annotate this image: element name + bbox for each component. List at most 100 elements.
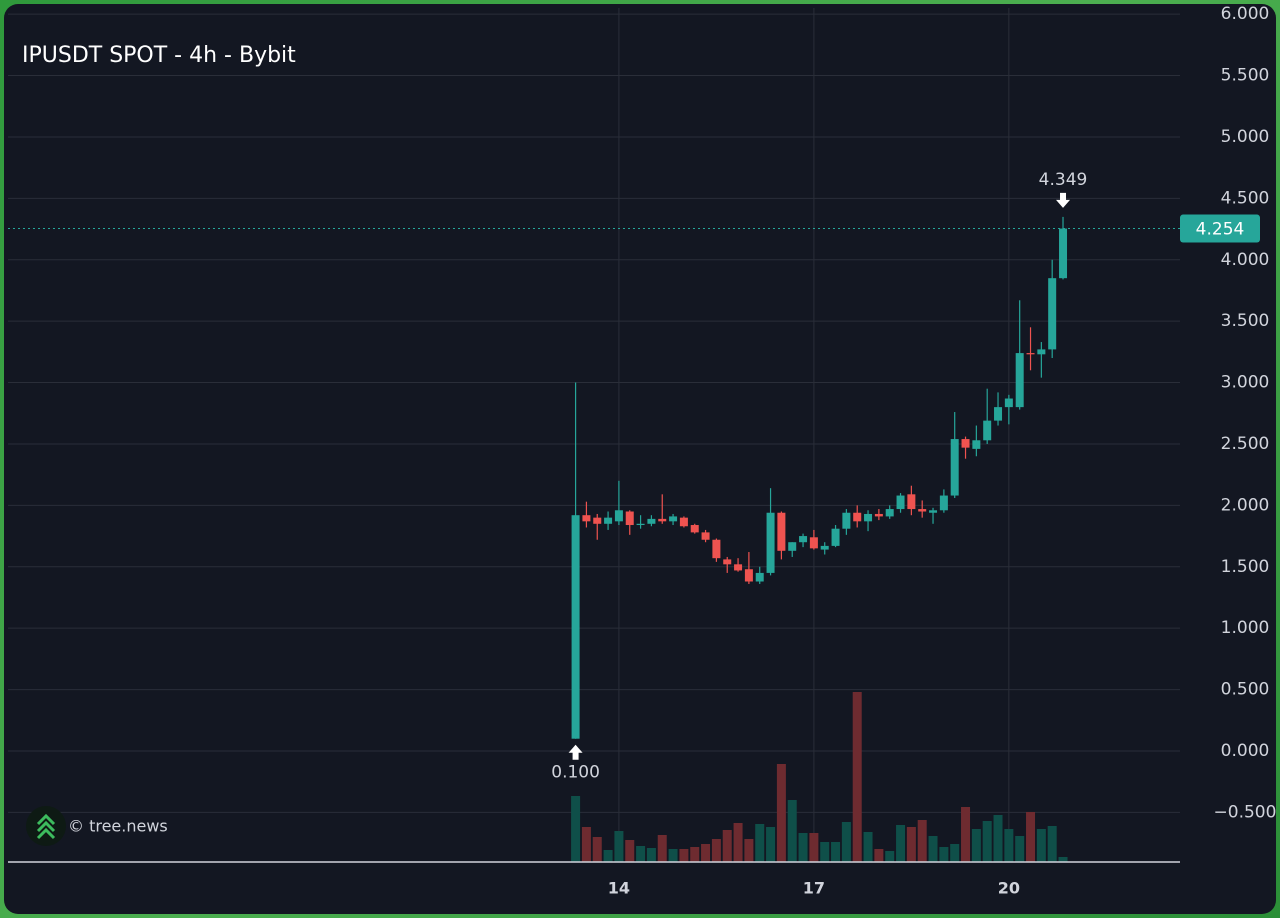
volume-bar: [603, 850, 613, 862]
volume-bar: [993, 815, 1003, 862]
volume-bar: [581, 827, 591, 862]
candle-body: [712, 539, 721, 559]
y-tick-label: 2.500: [1221, 434, 1270, 454]
candle-body: [636, 523, 645, 526]
volume-bar: [766, 827, 776, 862]
candle-body: [885, 509, 894, 517]
candle-body: [799, 536, 808, 543]
candle-body: [625, 511, 634, 526]
volume-bar: [863, 832, 873, 862]
volume-bar: [852, 692, 862, 862]
candle-body: [918, 509, 927, 512]
candle-body: [939, 495, 948, 511]
high-label: 4.349: [1039, 170, 1088, 190]
candle-body: [961, 439, 970, 448]
volume-bar: [906, 827, 916, 862]
candle-body: [950, 439, 959, 496]
candle-body: [983, 420, 992, 441]
candle-body: [820, 545, 829, 550]
candle-body: [896, 495, 905, 510]
candle-body: [874, 513, 883, 517]
volume-bar: [1036, 829, 1046, 862]
volume-bar: [1015, 836, 1025, 862]
y-tick-label: 5.500: [1221, 66, 1270, 86]
candle-body: [679, 517, 688, 527]
candle-body: [929, 510, 938, 513]
volume-bar: [885, 851, 895, 862]
candle-body: [734, 564, 743, 571]
volume-bar: [928, 836, 938, 862]
candle-body: [1004, 398, 1013, 408]
candle-body: [701, 532, 710, 540]
volume-bar: [592, 837, 602, 862]
low-arrow: [568, 744, 583, 760]
volume-bar: [690, 847, 700, 862]
candle-body: [994, 407, 1003, 421]
volume-bar: [657, 835, 667, 862]
volume-bar: [787, 800, 797, 862]
volume-bar: [776, 764, 786, 862]
volume-bar: [744, 839, 754, 862]
candle-body: [647, 518, 656, 524]
candle-body: [755, 572, 764, 582]
volume-bar: [961, 807, 971, 862]
y-tick-label: −0.500: [1214, 802, 1277, 822]
candle-body: [842, 512, 851, 529]
volume-bar: [917, 820, 927, 862]
y-tick-label: 2.000: [1221, 495, 1270, 515]
y-tick-label: 5.000: [1221, 127, 1270, 147]
panel: [4, 4, 1276, 914]
candle-body: [658, 518, 667, 522]
volume-bar: [982, 821, 992, 862]
candle-body: [604, 517, 613, 524]
volume-bar: [733, 823, 743, 862]
volume-bar: [831, 842, 841, 862]
volume-bar: [679, 849, 689, 862]
candles: [571, 216, 1068, 739]
candle-body: [809, 537, 818, 549]
y-tick-label: 0.500: [1221, 680, 1270, 700]
candle-body: [853, 512, 862, 522]
candle-body: [593, 517, 602, 524]
volume-bar: [809, 833, 819, 862]
y-tick-label: 1.000: [1221, 618, 1270, 638]
volume-bar: [614, 831, 624, 862]
volume-bar: [755, 824, 765, 862]
y-tick-label: 3.000: [1221, 373, 1270, 393]
x-tick-label: 17: [803, 879, 825, 898]
y-tick-label: 3.500: [1221, 311, 1270, 331]
grid: [8, 8, 1180, 862]
volume-bar: [896, 825, 906, 862]
candle-body: [571, 515, 580, 739]
watermark: © tree.news: [68, 817, 168, 836]
volume-bar: [798, 833, 808, 862]
candle-body: [766, 512, 775, 573]
volume-bar: [1004, 829, 1014, 862]
candle-body: [1048, 278, 1057, 350]
volume-bar: [625, 840, 635, 862]
y-tick-label: 4.500: [1221, 188, 1270, 208]
candle-body: [614, 510, 623, 522]
last-price-badge: [1180, 214, 1260, 243]
candle-body: [788, 542, 797, 551]
candle-body: [1026, 353, 1035, 355]
volume-bar: [971, 829, 981, 862]
candle-body: [972, 440, 981, 449]
volume-bar: [722, 830, 732, 862]
high-arrow: [1056, 192, 1071, 208]
logo: [26, 806, 66, 846]
volume-bar: [571, 796, 581, 862]
volume-bar: [668, 849, 678, 862]
candle-body: [1059, 228, 1068, 279]
volume-bar: [939, 847, 949, 862]
volume: [571, 692, 1068, 862]
candle-body: [777, 512, 786, 551]
volume-bar: [1026, 812, 1036, 862]
candle-body: [864, 513, 873, 522]
x-tick-label: 14: [608, 879, 630, 898]
candle-body: [582, 515, 591, 522]
volume-bar: [950, 844, 960, 862]
volume-bar: [1058, 857, 1068, 862]
